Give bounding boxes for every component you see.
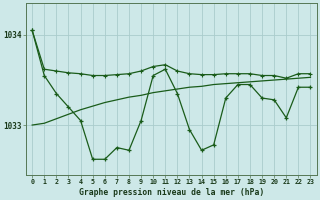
X-axis label: Graphe pression niveau de la mer (hPa): Graphe pression niveau de la mer (hPa) (79, 188, 264, 197)
